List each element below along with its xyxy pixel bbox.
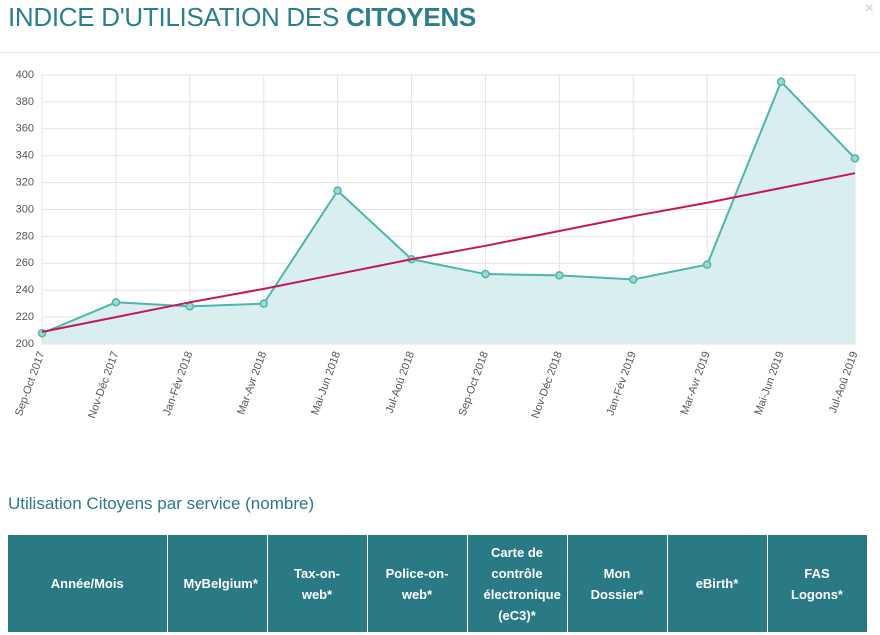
table: Année/Mois MyBelgium* Tax-on-web* Police-on… (8, 535, 868, 632)
y-tick-label: 400 (16, 69, 34, 81)
column-header: Police-on-web* (367, 535, 468, 632)
x-tick-label: Jan-Fév 2018 (161, 350, 195, 417)
y-tick-label: 240 (16, 284, 34, 296)
y-tick-label: 340 (16, 150, 34, 162)
column-header: MyBelgium* (167, 535, 268, 632)
close-button[interactable]: × (864, 0, 874, 17)
chart: 200 220 240 260 280 300 320 340 360 380 400 Sep-Oct… (13, 69, 860, 420)
point (850, 154, 860, 163)
x-tick-label: Jul-Aoû 2019 (827, 350, 860, 415)
x-tick-label: Nov-Déc 2017 (86, 350, 121, 420)
point (333, 186, 342, 195)
x-tick-label: Mai-Jun 2018 (309, 350, 343, 417)
area (42, 81, 855, 344)
divider (0, 52, 880, 53)
x-tick-label: Sep-Oct 2018 (457, 350, 491, 418)
y-tick-label: 220 (16, 311, 34, 323)
column-header: Carte de contrôle électronique (eC3)* (467, 535, 568, 632)
trend-line (41, 172, 856, 333)
point (702, 260, 712, 269)
point (629, 275, 638, 284)
title-text: INDICE D'UTILISATION DES (8, 2, 339, 32)
point (481, 269, 490, 279)
y-tick-label: 280 (16, 230, 34, 242)
point (111, 298, 121, 307)
y-tick-label: 320 (16, 177, 34, 189)
column-header: FAS Logons* (767, 535, 868, 632)
column-header: Année/Mois (8, 535, 168, 632)
y-tick-label: 260 (16, 257, 34, 269)
point (776, 77, 786, 86)
column-header: Mon Dossier* (567, 535, 668, 632)
point (555, 271, 564, 280)
point (185, 302, 195, 311)
x-tick-label: Jan-Fév 2019 (605, 350, 639, 417)
y-tick-label: 360 (16, 123, 34, 135)
page-title: INDICE D'UTILISATION DES CITOYENS (8, 2, 476, 33)
header-row: Année/Mois MyBelgium* Tax-on-web* Police-on… (8, 535, 868, 632)
y-tick-label: 380 (16, 96, 34, 108)
column-header: Tax-on-web* (267, 535, 368, 632)
x-tick-label: Mai-Jun 2019 (753, 350, 787, 417)
x-tick-label: Mar-Avr 2019 (679, 350, 713, 417)
x-tick-label: Sep-Oct 2017 (13, 350, 47, 418)
section-title: Utilisation Citoyens par service (nombre… (8, 494, 315, 513)
y-tick-label: 300 (16, 203, 34, 215)
x-tick-label: Mar-Avr 2018 (235, 350, 269, 417)
point (259, 299, 268, 308)
column-header: eBirth* (667, 535, 768, 632)
x-tick-label: Jul-Aoû 2018 (384, 350, 417, 415)
x-tick-label: Nov-Déc 2018 (530, 350, 565, 420)
y-tick-label: 200 (16, 338, 34, 350)
title-bold: CITOYENS (345, 2, 476, 32)
